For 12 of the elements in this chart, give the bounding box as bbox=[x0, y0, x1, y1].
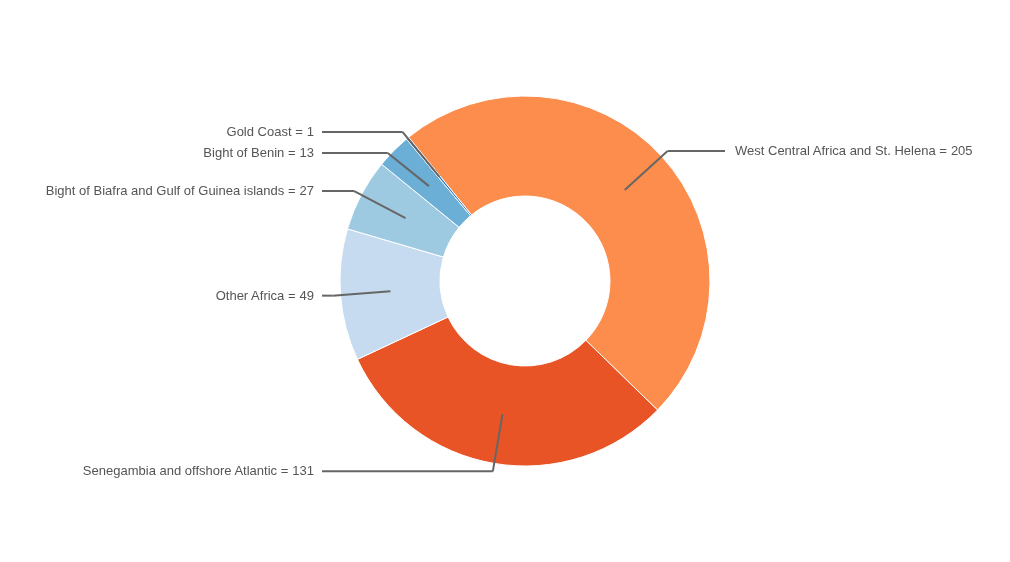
slice-label: Other Africa = bbox=[215, 287, 296, 303]
slice-label: Bight of Benin = bbox=[203, 144, 296, 160]
slice-label: Senegambia and offshore Atlantic = bbox=[82, 463, 289, 479]
data-label: 49 bbox=[299, 287, 314, 303]
data-label: 1 bbox=[306, 123, 314, 139]
slice-label: West Central Africa and St. Helena = bbox=[735, 142, 947, 158]
data-label: 131 bbox=[292, 463, 314, 479]
slice-label: Gold Coast = bbox=[226, 123, 303, 139]
data-label: 205 bbox=[950, 142, 973, 158]
data-label: 27 bbox=[299, 183, 314, 199]
slice-label: Bight of Biafra and Gulf of Guinea islands = bbox=[45, 183, 296, 199]
data-label: 13 bbox=[299, 144, 314, 160]
